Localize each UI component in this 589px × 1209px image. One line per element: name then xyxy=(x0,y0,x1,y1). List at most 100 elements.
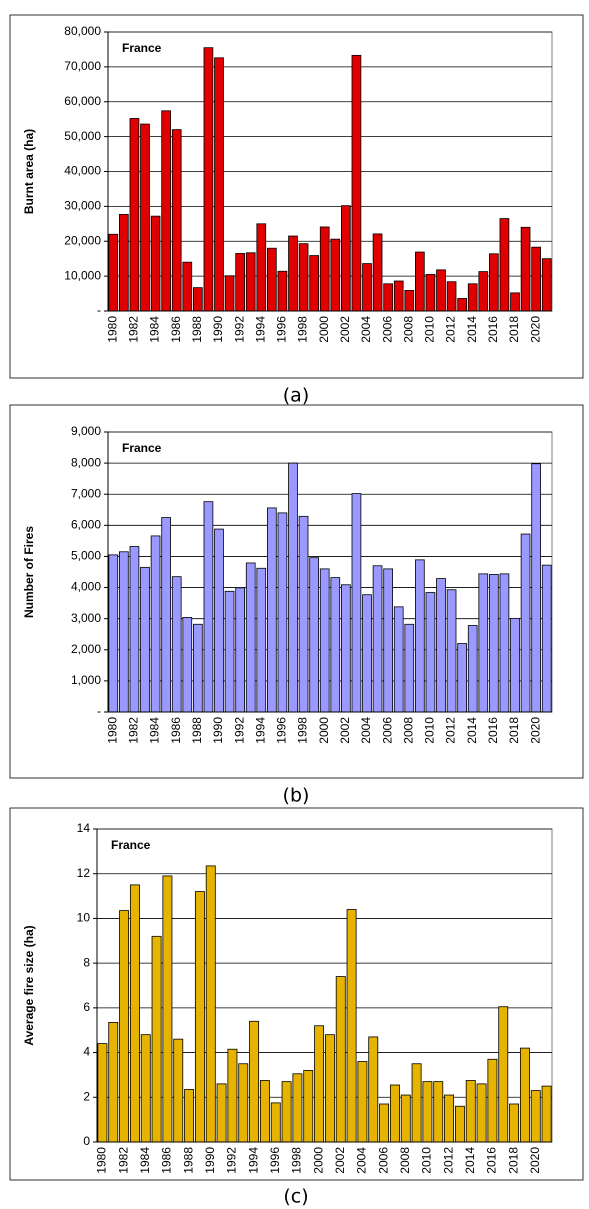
y-tick-label: 4,000 xyxy=(71,580,101,594)
bar xyxy=(129,118,140,312)
x-tick-label: 2000 xyxy=(317,717,331,744)
bar xyxy=(205,865,216,1143)
bar xyxy=(465,1080,476,1143)
y-tick-label: 40,000 xyxy=(64,164,101,178)
bar xyxy=(108,1021,119,1143)
bar xyxy=(351,493,362,713)
y-tick-label: 7,000 xyxy=(71,486,101,500)
y-tick-label: 9,000 xyxy=(71,424,101,438)
y-tick-label: 80,000 xyxy=(64,24,101,38)
x-tick-label: 1988 xyxy=(190,717,204,744)
x-tick-label: 2010 xyxy=(420,1147,434,1174)
bar xyxy=(270,1102,281,1143)
bar xyxy=(288,462,298,713)
bar xyxy=(520,226,531,312)
bar xyxy=(162,875,173,1143)
bar xyxy=(150,215,161,312)
bar xyxy=(245,562,256,713)
bar xyxy=(256,223,267,312)
bar xyxy=(411,1063,422,1143)
x-tick-label: 2018 xyxy=(507,316,521,343)
x-tick-label: 2008 xyxy=(401,316,415,343)
x-tick-label: 2016 xyxy=(486,316,500,343)
x-tick-label: 1996 xyxy=(268,1147,282,1174)
bar xyxy=(335,976,346,1143)
y-tick-label: 6 xyxy=(83,1000,90,1014)
bar xyxy=(467,625,478,713)
y-tick-label: 6,000 xyxy=(71,518,101,532)
bar xyxy=(362,594,372,713)
bar xyxy=(372,233,383,312)
bar xyxy=(362,263,372,312)
x-tick-label: 2000 xyxy=(317,316,331,343)
x-tick-label: 2016 xyxy=(486,717,500,744)
bar xyxy=(467,283,478,312)
x-tick-label: 1980 xyxy=(105,316,119,343)
caption: (a) xyxy=(283,385,309,407)
bar xyxy=(245,252,256,312)
annotation: France xyxy=(122,41,162,55)
bar xyxy=(288,235,298,312)
bar xyxy=(309,255,319,312)
bar xyxy=(341,584,351,713)
x-tick-label: 1984 xyxy=(138,1147,152,1174)
bar xyxy=(436,269,446,312)
bar xyxy=(214,57,224,312)
bar xyxy=(330,238,341,312)
x-tick-label: 1992 xyxy=(225,1147,239,1174)
bar xyxy=(499,218,510,312)
x-tick-label: 2010 xyxy=(423,316,437,343)
bar xyxy=(446,589,457,713)
bar xyxy=(457,298,467,312)
caption: (c) xyxy=(283,1186,308,1208)
x-tick-label: 1988 xyxy=(190,316,204,343)
bar xyxy=(393,280,404,312)
x-tick-label: 1984 xyxy=(148,316,162,343)
y-axis-label: Burnt area (ha) xyxy=(22,129,36,214)
bar xyxy=(436,578,446,713)
bar xyxy=(184,1089,195,1143)
y-tick-label: 3,000 xyxy=(71,611,101,625)
x-tick-label: 1990 xyxy=(211,717,225,744)
bar xyxy=(330,577,341,713)
x-tick-label: 2010 xyxy=(423,717,437,744)
bar xyxy=(182,617,193,713)
bar xyxy=(173,1038,184,1143)
bar xyxy=(193,287,203,312)
x-tick-label: 1992 xyxy=(232,717,246,744)
bar xyxy=(319,568,330,713)
bar xyxy=(499,573,510,713)
bar xyxy=(256,567,267,713)
bar xyxy=(235,587,245,713)
bar xyxy=(478,573,489,713)
y-tick-label: 60,000 xyxy=(64,94,101,108)
bar xyxy=(214,528,224,713)
bar xyxy=(476,1083,487,1143)
y-tick-label: 70,000 xyxy=(64,59,101,73)
x-tick-label: 2020 xyxy=(528,717,542,744)
x-tick-label: 1990 xyxy=(203,1147,217,1174)
x-tick-label: 2012 xyxy=(444,717,458,744)
x-tick-label: 2006 xyxy=(376,1147,390,1174)
bar xyxy=(119,551,129,713)
bar xyxy=(193,623,203,713)
bar xyxy=(277,512,288,713)
bar xyxy=(238,1063,249,1143)
bar xyxy=(140,1034,151,1143)
x-tick-label: 1996 xyxy=(275,717,289,744)
y-tick-label: - xyxy=(97,303,101,317)
bar xyxy=(446,281,457,312)
x-tick-label: 2004 xyxy=(359,717,373,744)
bar xyxy=(510,617,520,713)
annotation: France xyxy=(111,838,151,852)
bar xyxy=(227,1048,238,1143)
x-tick-label: 1998 xyxy=(296,717,310,744)
x-tick-label: 2018 xyxy=(506,1147,520,1174)
bar xyxy=(319,226,330,312)
bar xyxy=(249,1020,260,1143)
bar xyxy=(161,110,171,312)
x-tick-label: 2012 xyxy=(444,316,458,343)
x-tick-label: 1986 xyxy=(169,316,183,343)
bar xyxy=(140,566,150,713)
bar xyxy=(281,1081,292,1143)
